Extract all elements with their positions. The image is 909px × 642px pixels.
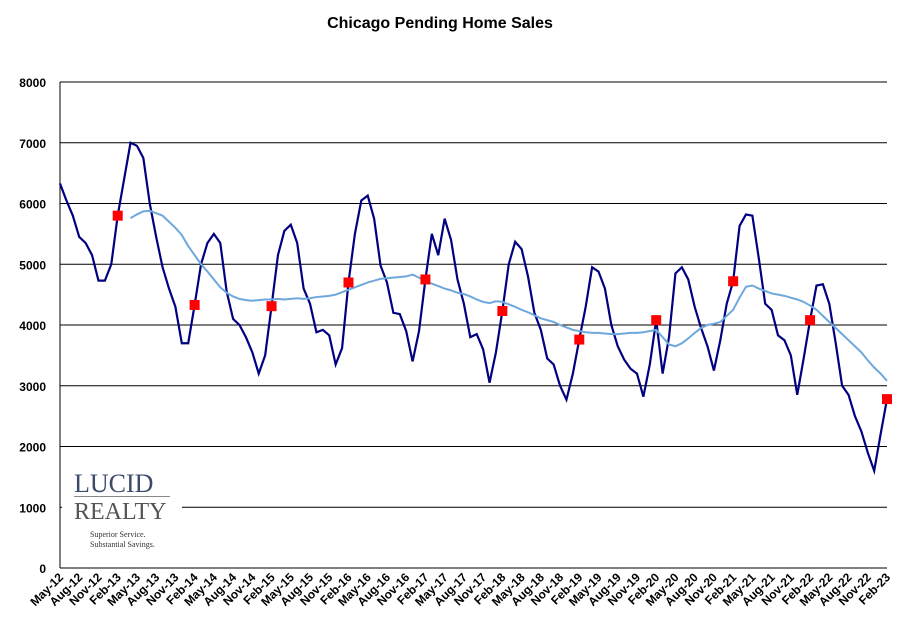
y-tick-label: 8000: [19, 76, 46, 90]
data-marker: [420, 274, 431, 285]
logo-text: Substantial Savings.: [90, 540, 155, 549]
data-marker: [728, 276, 739, 287]
data-marker: [805, 315, 816, 326]
logo-rule: [74, 496, 170, 497]
y-tick-label: 1000: [19, 501, 46, 515]
data-marker: [651, 315, 662, 326]
logo-text: REALTY: [74, 499, 166, 525]
y-tick-label: 7000: [19, 137, 46, 151]
y-tick-label: 6000: [19, 198, 46, 212]
data-marker: [497, 306, 508, 317]
data-marker: [189, 299, 200, 310]
series-line: [130, 209, 888, 382]
data-marker: [343, 277, 354, 288]
data-marker: [112, 210, 123, 221]
y-tick-label: 5000: [19, 258, 46, 272]
logo-background: [62, 460, 182, 560]
y-tick-label: 4000: [19, 319, 46, 333]
data-marker: [266, 301, 277, 312]
y-tick-label: 2000: [19, 441, 46, 455]
logo-text: Superior Service.: [90, 530, 146, 539]
data-marker: [574, 334, 585, 345]
data-marker: [882, 394, 892, 405]
logo-text: LUCID: [74, 469, 153, 498]
y-tick-label: 3000: [19, 380, 46, 394]
series-line: [58, 141, 889, 476]
chart-title: Chicago Pending Home Sales: [327, 15, 553, 32]
y-tick-label: 0: [39, 562, 46, 576]
